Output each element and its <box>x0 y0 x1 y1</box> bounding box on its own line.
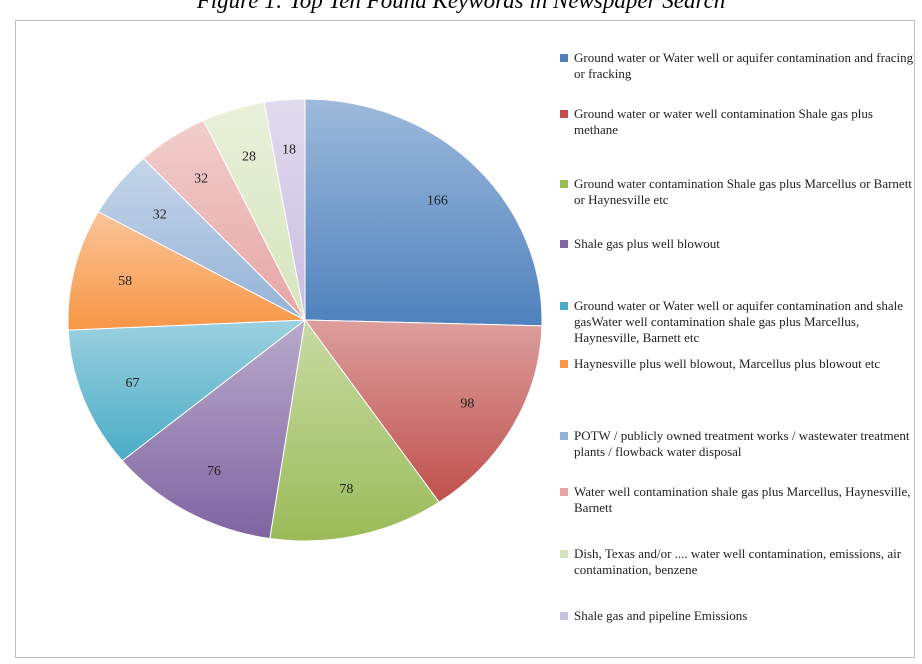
legend-swatch <box>560 432 568 440</box>
pie-slice <box>263 98 306 321</box>
legend-label: Ground water contamination Shale gas plu… <box>574 176 912 207</box>
legend-swatch <box>560 54 568 62</box>
legend-swatch <box>560 180 568 188</box>
pie-slice <box>67 210 307 331</box>
pie-slice <box>269 318 440 542</box>
slice-value-label: 28 <box>242 150 256 165</box>
slice-value-label: 18 <box>282 142 296 157</box>
legend-swatch <box>560 240 568 248</box>
legend-label: Ground water or Water well or aquifer co… <box>574 50 914 81</box>
legend-label: Ground water or water well contamination… <box>574 106 873 137</box>
slice-value-label: 32 <box>153 208 167 223</box>
pie-slice <box>303 319 543 503</box>
pie-chart: 166 98 78 76 67 58 32 32 28 18 <box>67 98 543 542</box>
slice-value-label: 98 <box>460 396 474 411</box>
legend-item: Water well contamination shale gas plus … <box>560 484 920 516</box>
legend-item: Ground water or Water well or aquifer co… <box>560 298 920 346</box>
slice-value-label: 32 <box>194 171 208 186</box>
slice-value-label: 166 <box>427 194 448 209</box>
chart-title: Figure 1: Top Ten Found Keywords in News… <box>196 0 726 13</box>
legend-item: Ground water or water well contamination… <box>560 106 920 138</box>
legend-item: Shale gas plus well blowout <box>560 236 920 252</box>
legend-swatch <box>560 488 568 496</box>
slice-value-label: 78 <box>339 482 353 497</box>
legend-label: POTW / publicly owned treatment works / … <box>574 428 910 459</box>
legend-swatch <box>560 612 568 620</box>
pie-slice <box>121 318 306 540</box>
legend-swatch <box>560 550 568 558</box>
legend-item: POTW / publicly owned treatment works / … <box>560 428 920 460</box>
legend-label: Dish, Texas and/or .... water well conta… <box>574 546 902 577</box>
legend-item: Haynesville plus well blowout, Marcellus… <box>560 356 920 372</box>
legend-item: Shale gas and pipeline Emissions <box>560 608 920 624</box>
legend-label: Shale gas and pipeline Emissions <box>574 608 748 623</box>
legend-label: Haynesville plus well blowout, Marcellus… <box>574 356 881 371</box>
legend-label: Ground water or Water well or aquifer co… <box>574 298 904 345</box>
legend-item: Ground water contamination Shale gas plu… <box>560 176 920 208</box>
legend-item: Dish, Texas and/or .... water well conta… <box>560 546 920 578</box>
legend-label: Shale gas plus well blowout <box>574 236 720 251</box>
pie-slice <box>67 319 307 462</box>
legend-swatch <box>560 110 568 118</box>
slice-value-label: 58 <box>118 274 132 289</box>
slice-value-label: 67 <box>126 376 140 391</box>
legend-swatch <box>560 360 568 368</box>
slice-value-label: 76 <box>207 464 221 479</box>
legend-item: Ground water or Water well or aquifer co… <box>560 50 920 82</box>
legend-swatch <box>560 302 568 310</box>
legend-label: Water well contamination shale gas plus … <box>574 484 911 515</box>
pie-slice <box>304 98 543 327</box>
